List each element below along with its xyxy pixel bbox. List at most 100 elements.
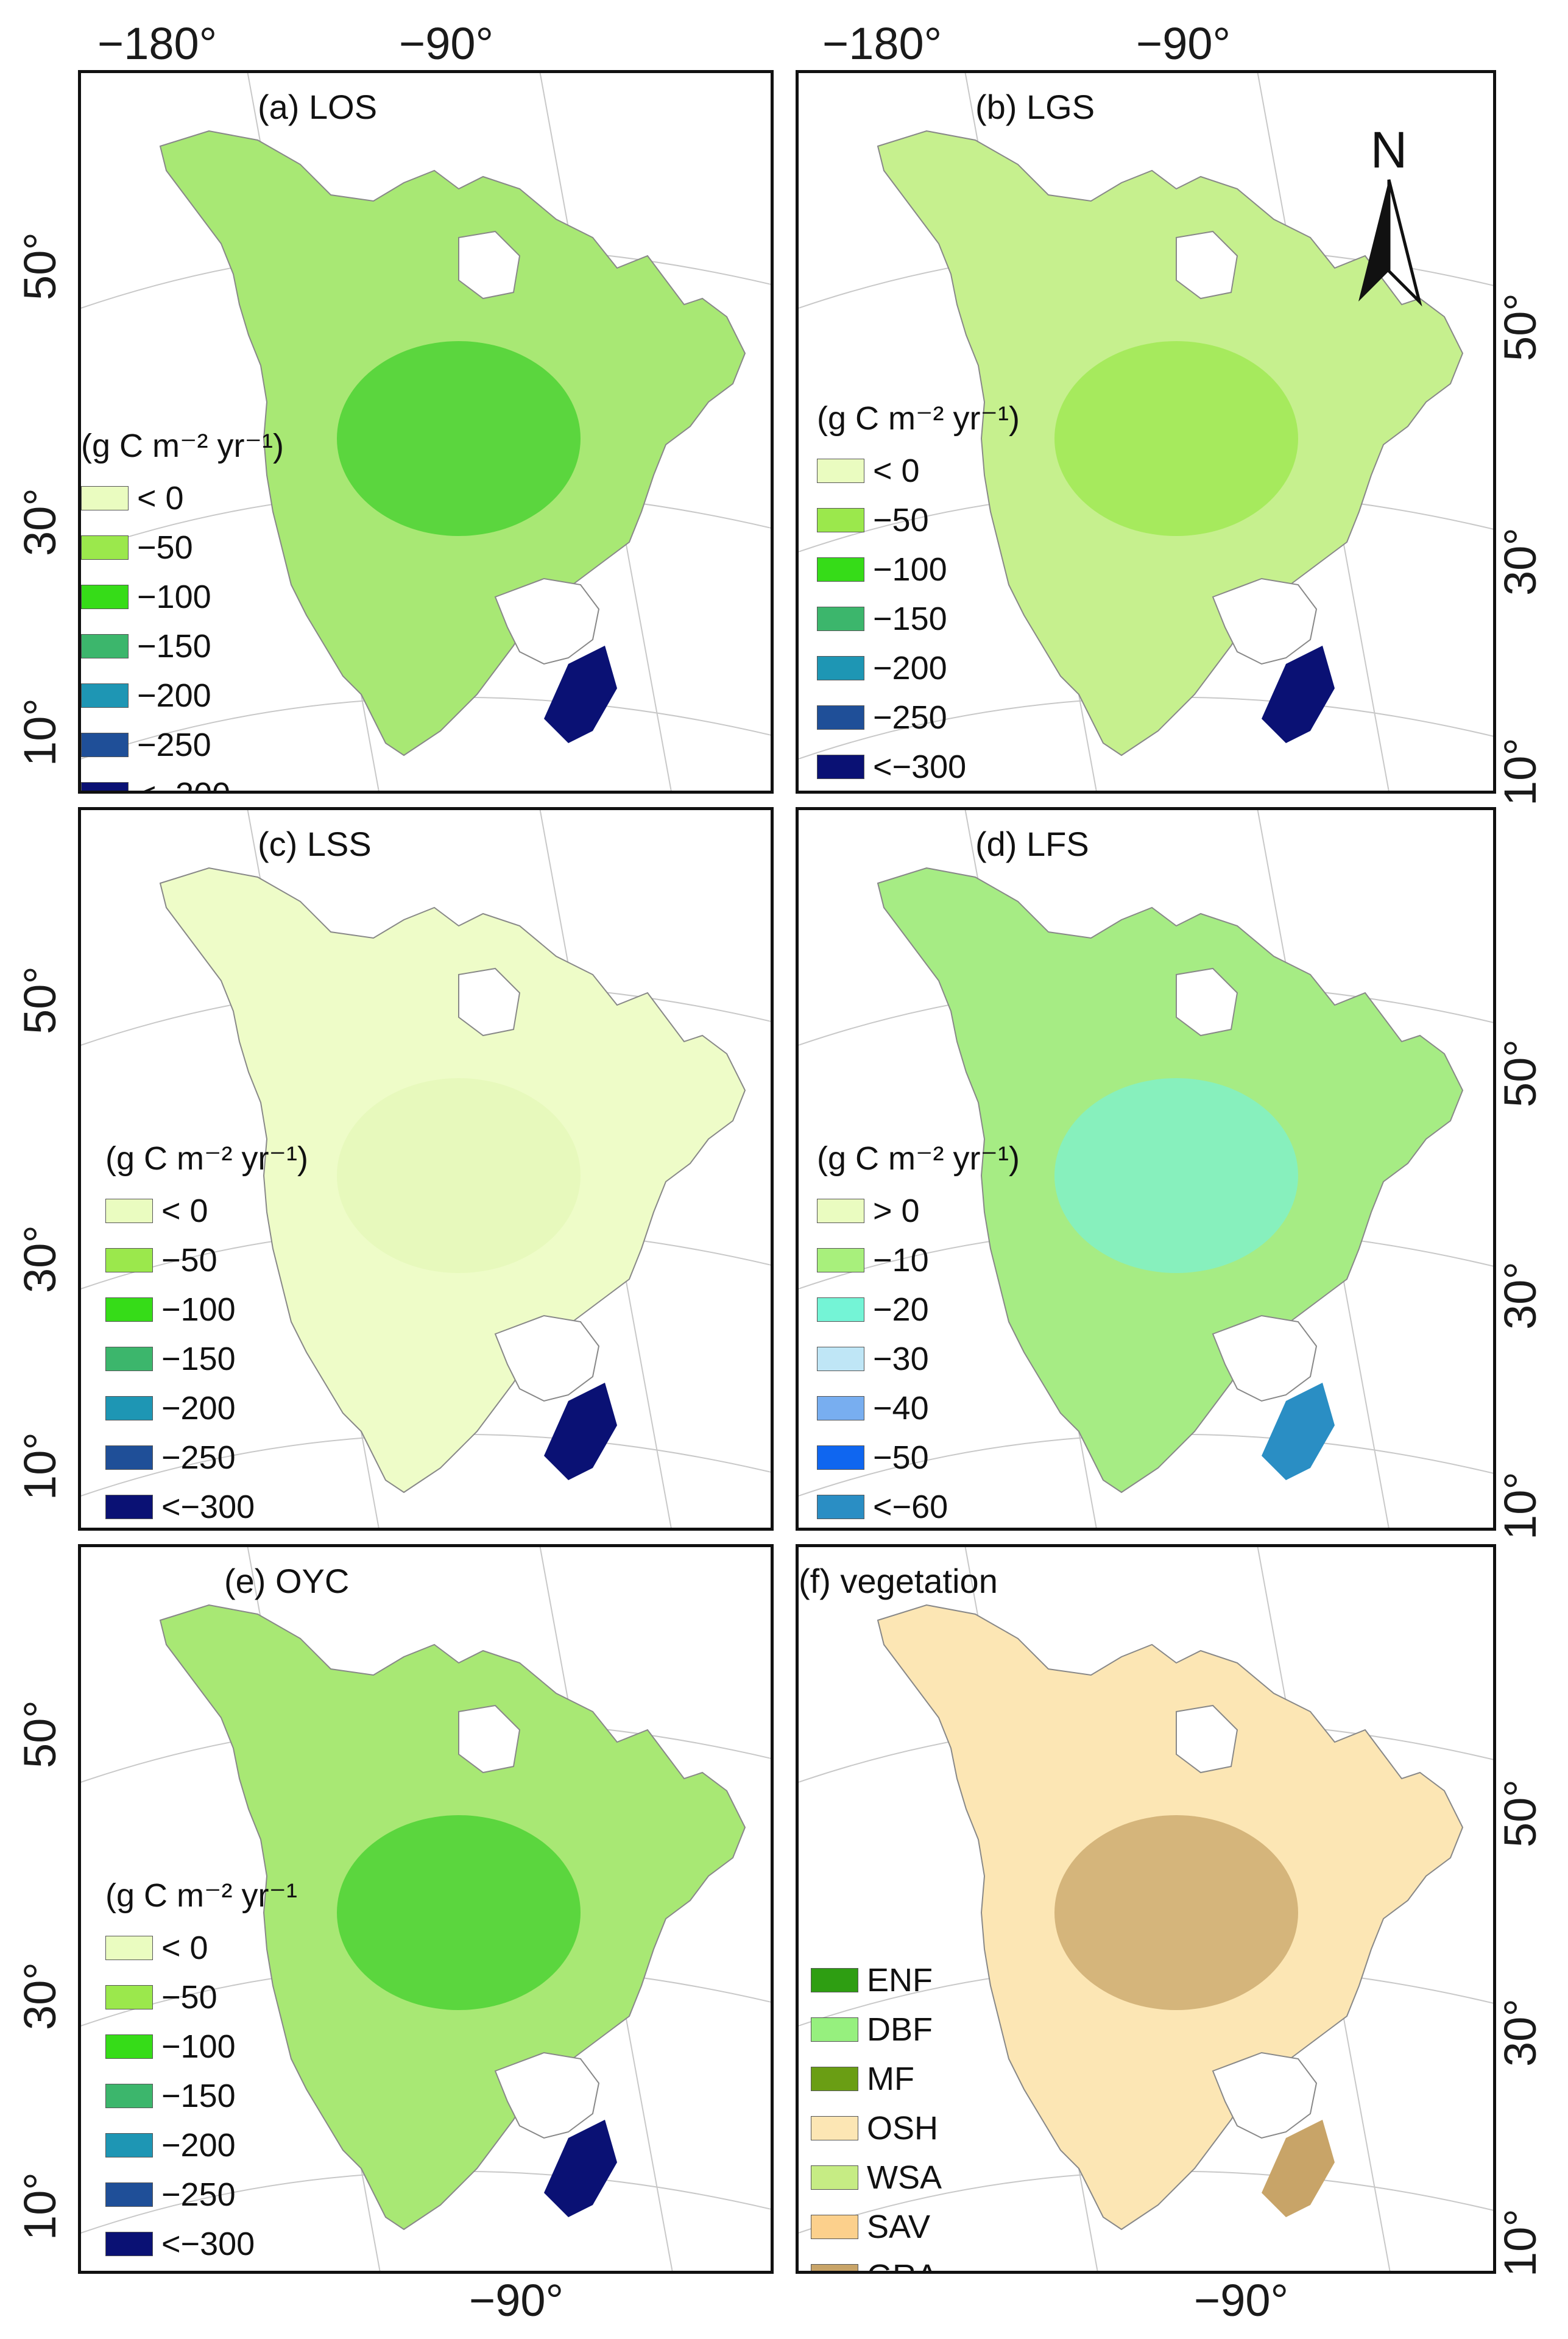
legend-item: OSH [811,2103,942,2153]
legend-label: −150 [161,2077,236,2114]
region-shading [1054,1815,1298,2010]
legend-swatch [817,1297,864,1322]
map-panel-f: (f) vegetationENFDBFMFOSHWSASAVGRACRO [796,1544,1496,2274]
right-lat-label-row3-10: 10° [1494,2209,1545,2277]
legend-label: <−300 [161,2225,255,2262]
legend-item: < 0 [817,446,1020,495]
left-lat-label-row3-10: 10° [14,2172,65,2240]
map-panel-e: (e) OYC (g C m⁻² yr⁻¹ < 0 −50 −100 −150 −200 −2… [78,1544,774,2274]
legend-swatch [817,1346,864,1371]
region-shading [337,341,581,536]
legend-swatch [105,2034,153,2059]
legend-swatch [105,1247,153,1272]
legend-label: −50 [161,1978,217,2016]
legend-label: −100 [873,551,947,588]
legend-swatch [811,2214,858,2239]
legend-label: −200 [161,2126,236,2164]
gulf-of-mexico [1212,1314,1318,1402]
legend-label: −250 [161,2176,236,2213]
legend-swatch [817,1395,864,1420]
legend-label: −100 [161,1291,236,1328]
legend-item: −100 [81,572,284,621]
map-canvas [81,810,771,1528]
map-canvas [799,1547,1493,2271]
legend-label: −50 [161,1241,217,1279]
legend-label: WSA [867,2159,942,2196]
legend-item: < 0 [105,1923,297,1972]
top-lon-label-b-180: −180° [822,18,942,69]
central-america-region [1262,2120,1335,2217]
legend-item: −50 [105,1235,308,1285]
legend-item: < 0 [81,473,284,523]
legend-swatch [105,1297,153,1322]
legend-label: > 0 [873,1192,920,1229]
legend-item: MF [811,2054,942,2103]
legend-unit: (g C m⁻² yr⁻¹ [105,1877,297,1914]
legend-item: WSA [811,2153,942,2202]
legend-swatch [105,1395,153,1420]
legend-label: < 0 [873,452,920,489]
legend-label: −10 [873,1241,929,1279]
legend-swatch [817,557,864,582]
hudson-bay [1176,230,1238,300]
left-lat-label-row1-10: 10° [14,698,65,766]
legend-label: <−300 [137,778,230,791]
legend-swatch [811,2263,858,2271]
legend-item: GRA [811,2251,942,2271]
gulf-of-mexico [494,2051,600,2139]
left-lat-label-row3-30: 30° [14,1962,65,2030]
legend-item: <−60 [817,1482,1020,1528]
legend-swatch [81,485,129,510]
legend: (g C m⁻² yr⁻¹ < 0 −50 −100 −150 −200 −250 <−300 [105,1879,297,2268]
panel-title: (d) LFS [975,825,1089,863]
left-lat-label-row3-50: 50° [14,1700,65,1768]
legend-unit: (g C m⁻² yr⁻¹) [817,1140,1020,1177]
map-canvas [81,1547,771,2271]
panel-title: (e) OYC [224,1562,350,1600]
legend-label: −20 [873,1291,929,1328]
legend-item: −250 [105,1433,308,1482]
legend-label: MF [867,2060,914,2097]
legend: (g C m⁻² yr⁻¹) < 0 −50 −100 −150 −200 −250 <−30… [105,1142,308,1528]
legend-swatch [81,633,129,658]
legend-label: −30 [873,1340,929,1377]
legend-item: −200 [105,1383,308,1433]
map-panel-c: (c) LSS (g C m⁻² yr⁻¹) < 0 −50 −100 −150 −200 −… [78,807,774,1531]
hudson-bay [1176,967,1238,1037]
legend-label: DBF [867,2011,933,2048]
panel-title: (c) LSS [258,825,372,863]
legend-label: < 0 [161,1192,208,1229]
legend-label: −150 [161,1340,236,1377]
right-lat-label-row3-30: 30° [1494,1999,1545,2067]
legend-label: < 0 [137,479,184,517]
legend-swatch [105,1198,153,1223]
legend-swatch [105,2083,153,2108]
legend-item: −100 [105,2022,297,2071]
legend-label: −150 [137,627,211,665]
central-america-region [544,1383,617,1480]
legend-item: −50 [817,1433,1020,1482]
legend-item: −30 [817,1334,1020,1383]
legend-item: −50 [817,495,1020,545]
legend-swatch [81,732,129,757]
bottom-lon-label-f-90: −90° [1194,2275,1289,2326]
central-america-region [544,646,617,743]
legend-swatch [105,1984,153,2009]
legend-swatch [811,2165,858,2190]
top-lon-label-a-90: −90° [399,18,494,69]
legend-swatch [817,1247,864,1272]
legend: ENFDBFMFOSHWSASAVGRACRO [811,1955,942,2271]
legend-item: DBF [811,2005,942,2054]
left-lat-label-row2-10: 10° [14,1432,65,1500]
legend-swatch [105,1445,153,1470]
legend-item: −200 [81,671,284,720]
legend-label: ENF [867,1961,933,1999]
legend-label: −250 [161,1439,236,1476]
legend-label: −250 [137,726,211,763]
legend-swatch [817,458,864,483]
legend-label: < 0 [161,1929,208,1966]
legend-item: > 0 [817,1186,1020,1235]
hudson-bay [458,230,521,300]
legend-label: −150 [873,600,947,637]
gulf-of-mexico [1212,577,1318,665]
